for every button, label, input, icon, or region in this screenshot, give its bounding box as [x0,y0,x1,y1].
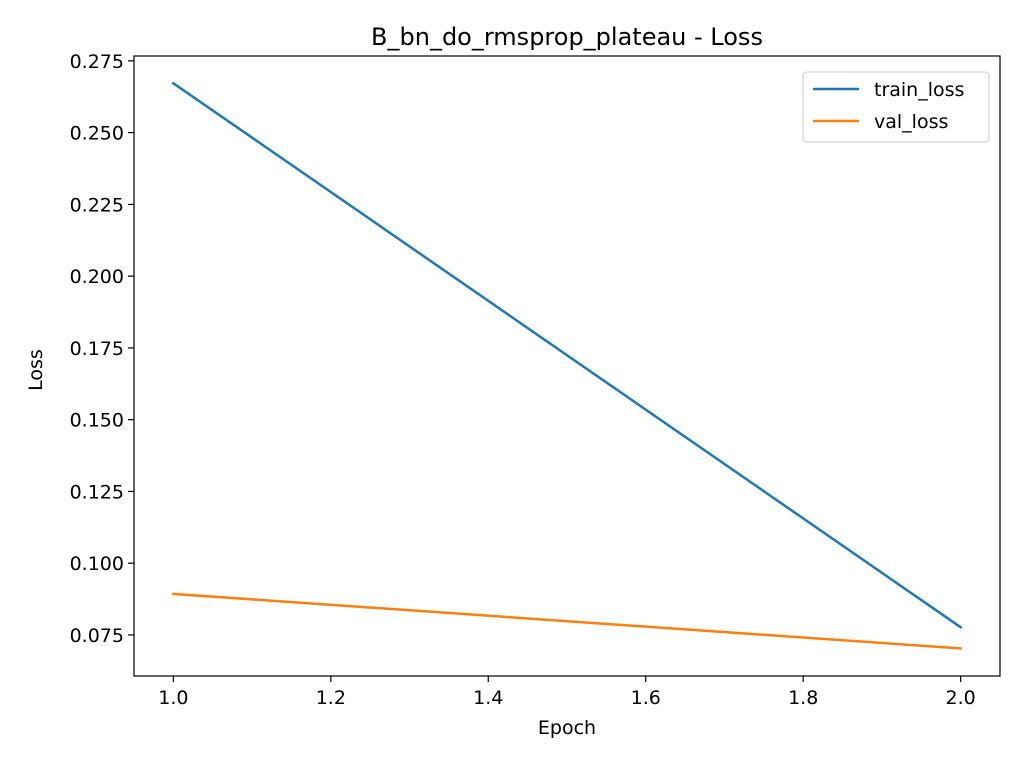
x-tick-label-2: 1.4 [473,687,503,709]
legend-label-train-loss: train_loss [874,79,964,101]
series-line-train-loss [171,81,963,629]
x-tick-label-5: 2.0 [946,687,976,709]
series-lines [171,81,963,650]
y-tick-label-2: 0.125 [70,481,124,503]
series-line-val-loss [172,592,962,650]
plot-frame [133,55,1001,677]
y-tick-label-4: 0.175 [70,338,124,360]
y-tick-label-1: 0.100 [70,553,124,575]
x-tick-label-3: 1.6 [631,687,661,709]
x-tick-label-1: 1.2 [316,687,346,709]
y-tick-label-7: 0.250 [70,123,124,145]
y-tick-label-0: 0.075 [70,625,124,647]
x-axis-ticks: 1.0 1.2 1.4 1.6 1.8 2.0 [158,676,976,709]
plot-area [133,55,1001,677]
y-axis-label: Loss [25,349,47,391]
chart-title: B_bn_do_rmsprop_plateau - Loss [371,23,763,51]
y-tick-label-5: 0.200 [70,266,124,288]
y-tick-label-3: 0.150 [70,410,124,432]
legend: train_loss val_loss [802,71,990,143]
y-tick-label-6: 0.225 [70,194,124,216]
x-tick-label-4: 1.8 [788,687,818,709]
legend-label-val-loss: val_loss [874,111,948,133]
y-axis-ticks: 0.075 0.100 0.125 0.150 0.175 0.200 0.225 0.250… [70,51,134,647]
y-tick-label-8: 0.275 [70,51,124,73]
x-tick-label-0: 1.0 [158,687,188,709]
x-axis-label: Epoch [538,717,596,739]
